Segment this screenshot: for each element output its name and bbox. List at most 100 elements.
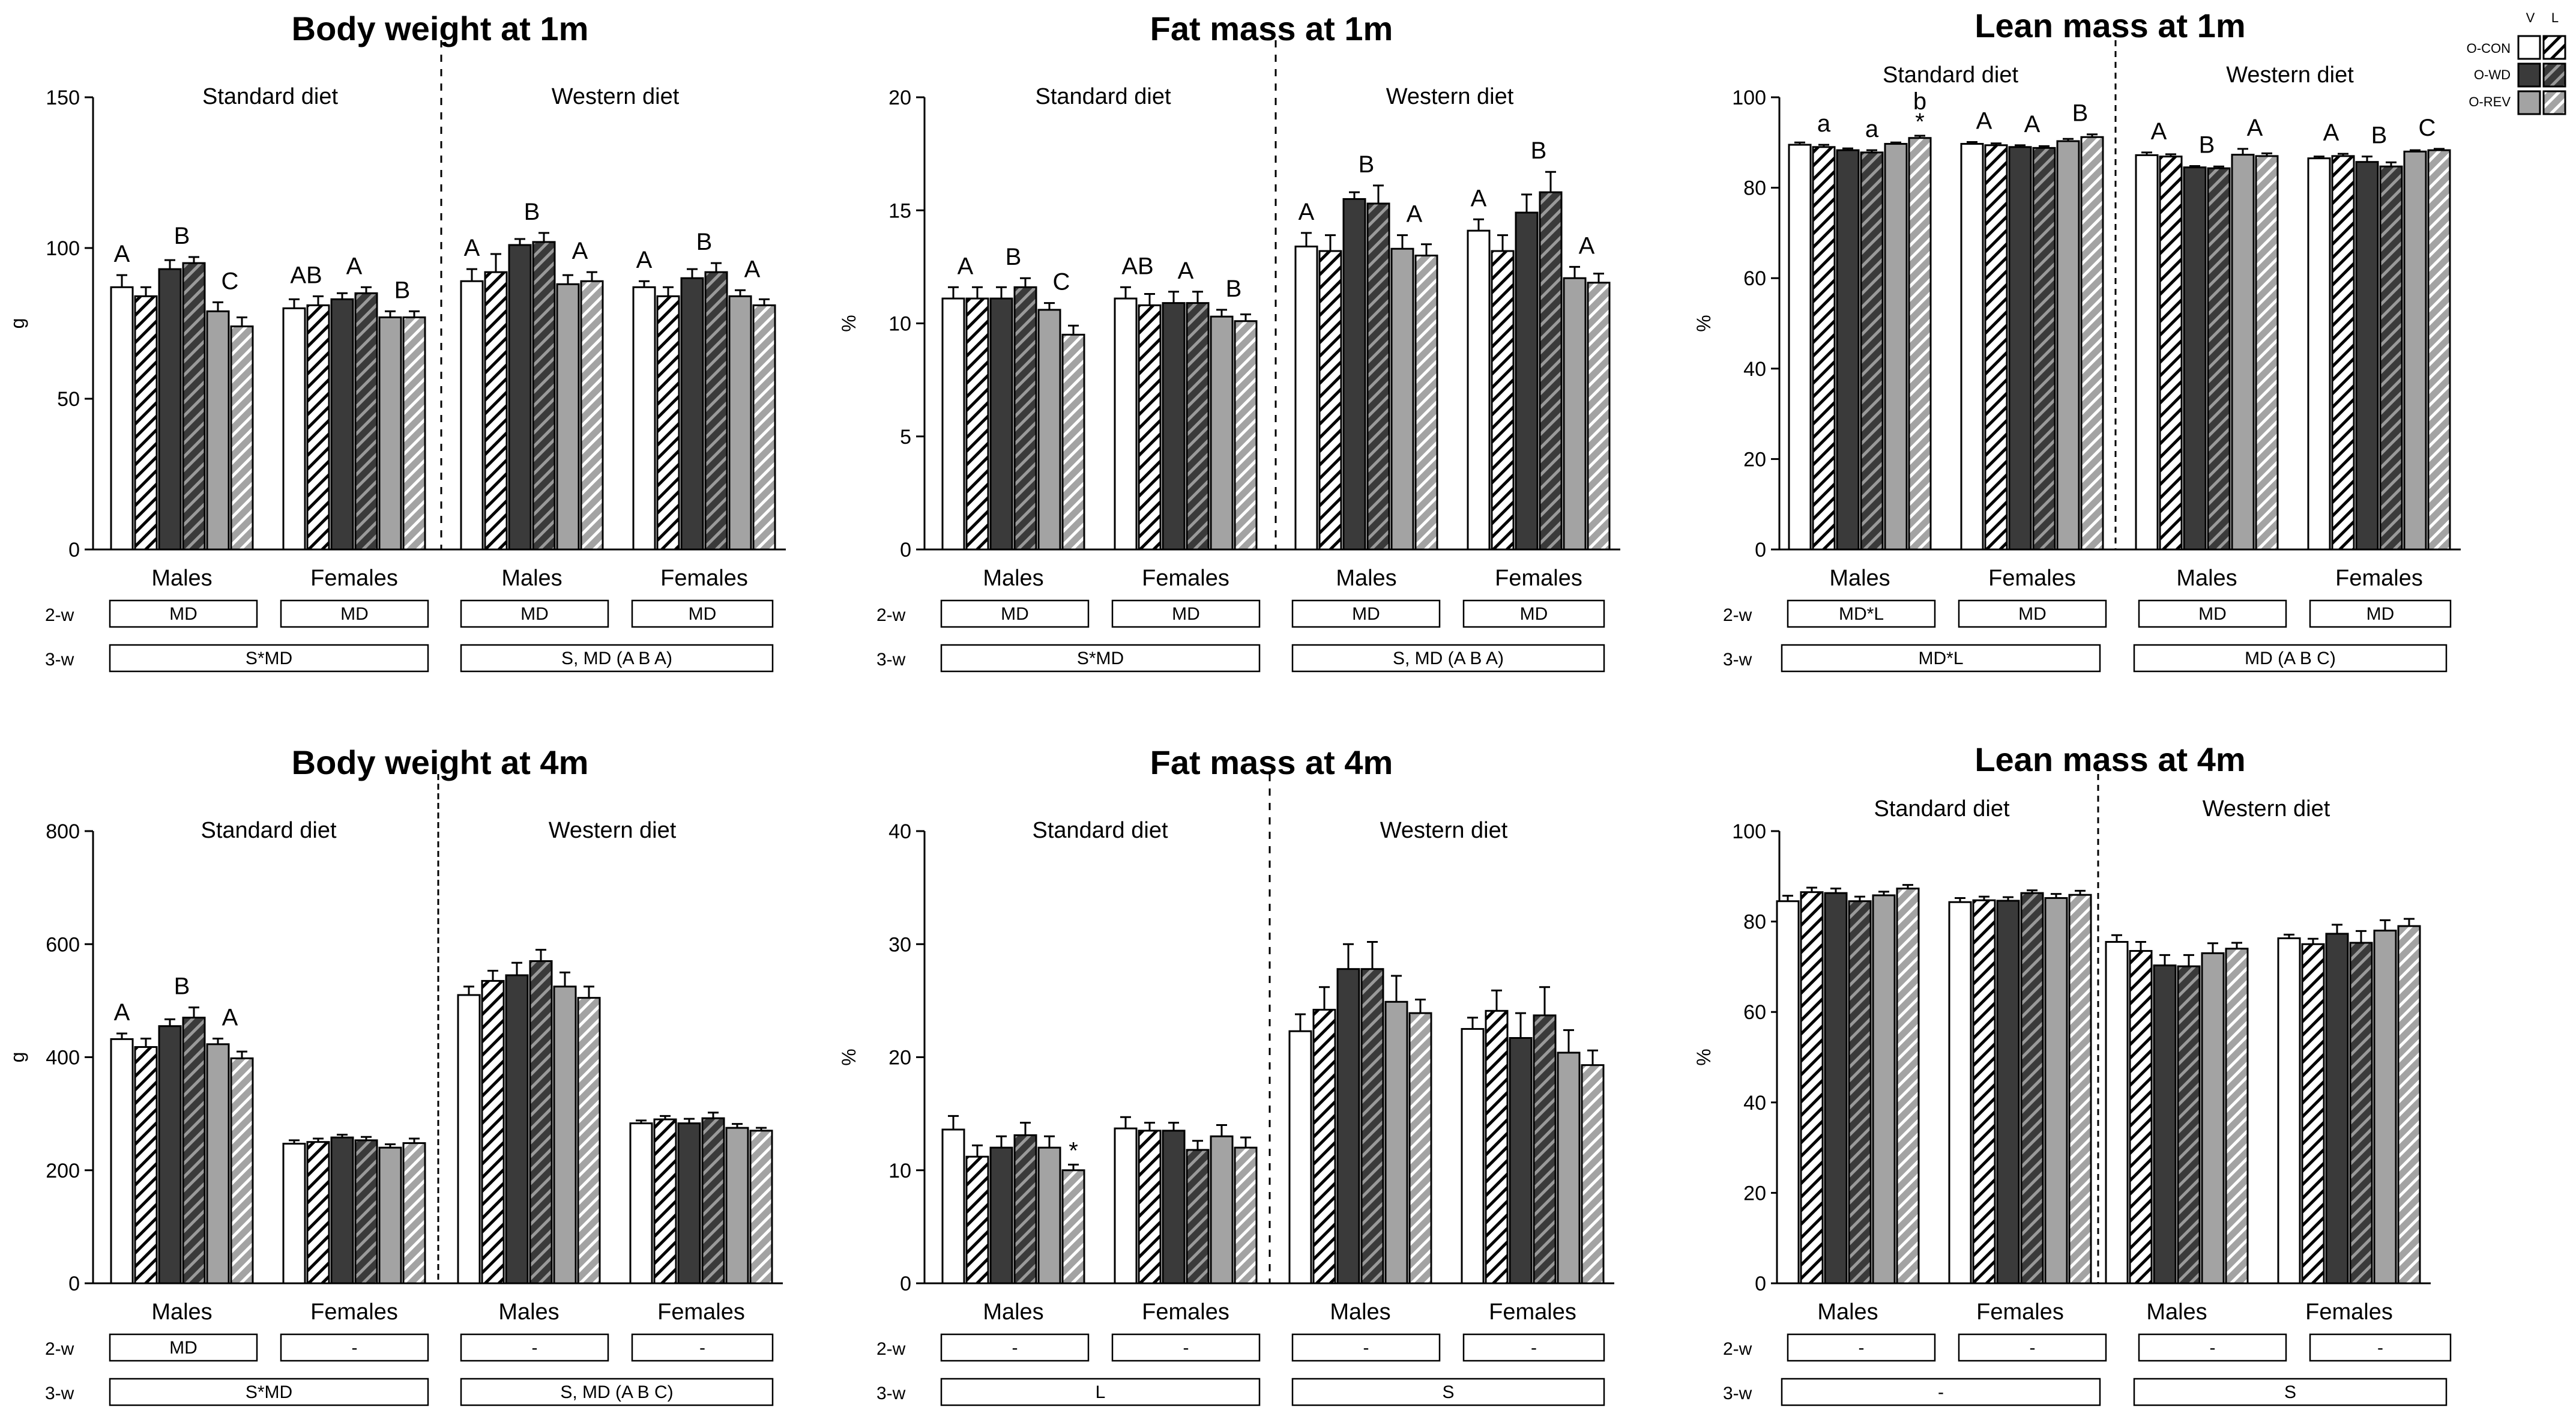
stats-value-2w: - bbox=[2210, 1338, 2216, 1358]
stats-box-3w bbox=[460, 644, 774, 673]
bar-o-wd-v bbox=[2183, 166, 2207, 551]
stats-box-2w bbox=[2138, 1333, 2287, 1362]
bar-o-wd-l bbox=[182, 262, 206, 551]
x-category-label: Females bbox=[310, 1300, 398, 1325]
bar-o-rev-v bbox=[1037, 309, 1061, 551]
x-category-label: Females bbox=[2335, 566, 2423, 591]
bar-o-rev-l bbox=[402, 1142, 426, 1284]
bar-o-rev-l bbox=[230, 1057, 254, 1284]
x-category-label: Males bbox=[1336, 566, 1396, 591]
stats-box-2w bbox=[460, 1333, 609, 1362]
bar-o-con-l bbox=[653, 1118, 677, 1284]
stats-value-2w: MD bbox=[2018, 604, 2047, 624]
bar-o-con-v bbox=[1114, 1127, 1138, 1284]
stats-box-3w bbox=[1781, 1378, 2101, 1406]
y-tick-label: 0 bbox=[1755, 539, 1766, 561]
y-tick-label: 40 bbox=[1743, 1092, 1766, 1115]
stats-label-3w: 3-w bbox=[45, 650, 74, 670]
stats-box-2w bbox=[1111, 599, 1261, 628]
significance-star: * bbox=[1915, 109, 1925, 135]
bar-o-con-v bbox=[941, 1128, 965, 1284]
bar-o-wd-v bbox=[989, 297, 1013, 551]
stats-box-2w bbox=[280, 599, 429, 628]
stats-value-2w: - bbox=[1859, 1338, 1865, 1358]
diet-label-standard: Standard diet bbox=[1883, 62, 2018, 88]
y-tick-label: 60 bbox=[1743, 1001, 1766, 1024]
x-category-label: Males bbox=[151, 566, 212, 591]
bar-o-con-l bbox=[1318, 250, 1342, 551]
bar-o-rev-v bbox=[553, 985, 577, 1284]
chart-panel-4: Body weight at 4m 0 200 400 600 800 g Standard … bbox=[7, 743, 783, 1406]
bar-o-wd-l bbox=[1539, 191, 1563, 551]
bar-o-wd-v bbox=[330, 1136, 354, 1284]
bar-o-rev-l bbox=[2255, 155, 2279, 551]
bar-o-wd-l bbox=[1013, 1134, 1037, 1284]
diet-label-standard: Standard diet bbox=[1032, 818, 1168, 843]
stats-value-2w: MD bbox=[169, 604, 198, 624]
significance-letter: B bbox=[2199, 132, 2215, 158]
y-tick-label: 15 bbox=[888, 199, 911, 222]
significance-letter: B bbox=[1359, 151, 1375, 178]
legend-swatch-o-wd-l bbox=[2542, 62, 2566, 88]
bar-o-rev-v bbox=[2056, 140, 2080, 551]
bar-o-con-v bbox=[1960, 143, 1984, 551]
y-tick-label: 100 bbox=[1732, 820, 1766, 843]
significance-letter: B bbox=[524, 199, 540, 225]
bar-o-rev-v bbox=[1037, 1146, 1061, 1284]
bar-o-rev-l bbox=[2068, 894, 2092, 1284]
stats-box-2w bbox=[460, 599, 609, 628]
stats-value-2w: MD bbox=[1352, 604, 1380, 624]
bar-o-wd-v bbox=[1509, 1036, 1533, 1284]
stats-label-2w: 2-w bbox=[1723, 605, 1752, 625]
y-tick-label: 20 bbox=[1743, 1182, 1766, 1205]
stats-value-2w: - bbox=[2377, 1338, 2383, 1358]
bar-o-con-l bbox=[1984, 144, 2008, 551]
bar-o-con-v bbox=[2105, 940, 2129, 1284]
bar-o-con-v bbox=[1288, 1030, 1312, 1284]
bar-o-con-l bbox=[2159, 156, 2183, 551]
bar-o-con-l bbox=[306, 304, 330, 551]
y-tick-label: 200 bbox=[46, 1160, 80, 1182]
significance-letter: C bbox=[222, 268, 239, 294]
legend-label-o-wd: O-WD bbox=[2474, 67, 2511, 82]
bar-o-wd-l bbox=[182, 1017, 206, 1284]
bar-o-rev-l bbox=[1234, 320, 1258, 551]
bar-o-con-l bbox=[656, 295, 680, 551]
bar-o-wd-l bbox=[2032, 147, 2056, 551]
bar-o-con-l bbox=[481, 979, 505, 1284]
bar-o-wd-v bbox=[1836, 149, 1860, 551]
stats-box-2w bbox=[280, 1333, 429, 1362]
stats-value-2w: - bbox=[1012, 1338, 1018, 1358]
x-category-label: Males bbox=[2146, 1300, 2207, 1325]
bar-o-con-l bbox=[1491, 250, 1515, 551]
bar-o-con-l bbox=[965, 1155, 989, 1284]
bar-o-rev-v bbox=[556, 283, 580, 551]
bar-o-con-v bbox=[110, 286, 134, 551]
significance-letter: a bbox=[1865, 116, 1879, 142]
bar-o-con-l bbox=[306, 1141, 330, 1284]
bar-o-wd-l bbox=[354, 1139, 378, 1284]
stats-box-3w bbox=[109, 644, 429, 673]
significance-letter: A bbox=[958, 253, 974, 279]
stats-value-2w: - bbox=[532, 1338, 538, 1358]
significance-letter: B bbox=[1226, 276, 1242, 302]
stats-box-3w bbox=[2133, 1378, 2448, 1406]
bar-o-con-l bbox=[2301, 943, 2325, 1284]
stats-value-3w: L bbox=[1096, 1382, 1106, 1402]
x-category-label: Males bbox=[983, 1300, 1043, 1325]
bar-o-rev-l bbox=[2080, 136, 2104, 551]
bar-o-wd-v bbox=[677, 1122, 701, 1284]
bar-o-wd-l bbox=[1860, 151, 1884, 551]
significance-letter: A bbox=[572, 238, 588, 264]
bar-o-rev-l bbox=[1587, 282, 1611, 551]
significance-letter: B bbox=[1006, 244, 1022, 270]
bar-o-wd-l bbox=[529, 960, 553, 1284]
bar-o-wd-l bbox=[701, 1117, 725, 1284]
bar-o-wd-l bbox=[1366, 202, 1390, 551]
diet-label-western: Western diet bbox=[552, 84, 680, 109]
significance-letter: a bbox=[1817, 110, 1831, 137]
bar-o-rev-l bbox=[2225, 948, 2249, 1284]
stats-value-3w: S, MD (A B A) bbox=[561, 649, 672, 668]
x-category-label: Females bbox=[1495, 566, 1582, 591]
bar-o-wd-l bbox=[2207, 167, 2231, 551]
